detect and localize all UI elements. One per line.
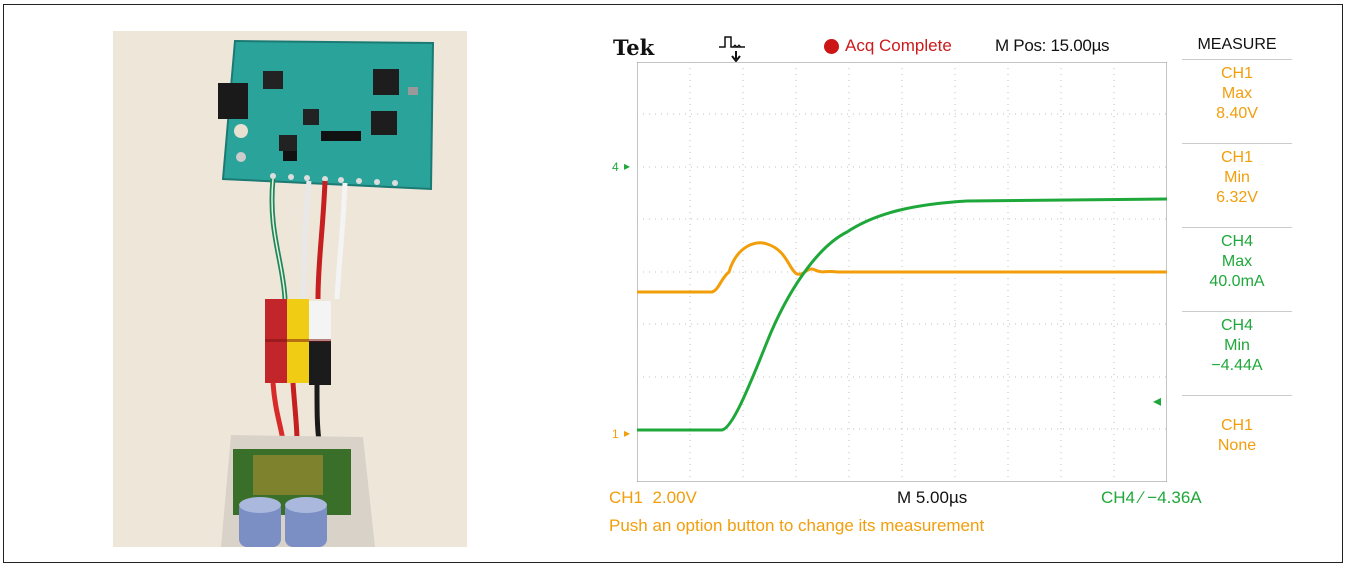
measure-panel-5[interactable]: CH1 None [1182,395,1292,475]
measure-5-channel: CH1 [1182,416,1292,436]
trigger-position-icon [717,33,755,63]
measure-4-channel: CH4 [1182,316,1292,336]
trigger-readout: CH4 ∕ −4.36A [1101,488,1202,508]
board-photo [113,31,467,547]
measure-1-value: 8.40V [1182,104,1292,124]
measure-4-value: −4.44A [1182,356,1292,376]
horizontal-position: M Pos: 15.00µs [995,36,1109,56]
ch4-marker-arrow-icon: ▸ [624,159,630,173]
waveform-display [637,62,1167,482]
measure-3-value: 40.0mA [1182,272,1292,292]
oscilloscope-screen: Tek Acq Complete M Pos: 15.00µs MEASURE … [607,31,1294,547]
ch1-scale-readout: CH1 2.00V [609,488,697,508]
trigger-level-marker-icon: ◂ [1153,391,1161,411]
brand-label: Tek [613,35,654,60]
measure-1-channel: CH1 [1182,64,1292,84]
acquisition-status-icon [824,39,839,54]
timebase-readout: M 5.00µs [897,488,967,508]
ch4-ground-marker: 4 [612,160,619,174]
measure-2-value: 6.32V [1182,188,1292,208]
measure-4-type: Min [1182,336,1292,356]
measure-2-type: Min [1182,168,1292,188]
measure-3-channel: CH4 [1182,232,1292,252]
status-message: Push an option button to change its meas… [609,516,984,536]
measure-menu-title: MEASURE [1182,36,1292,54]
acquisition-status: Acq Complete [845,36,952,56]
measure-panel-2[interactable]: CH1 Min 6.32V [1182,143,1292,223]
measure-panel-3[interactable]: CH4 Max 40.0mA [1182,227,1292,307]
measure-panel-4[interactable]: CH4 Min −4.44A [1182,311,1292,391]
ch1-ground-marker: 1 [612,427,619,441]
measure-5-type: None [1182,436,1292,456]
measure-2-channel: CH1 [1182,148,1292,168]
measure-1-type: Max [1182,84,1292,104]
measure-panel-1[interactable]: CH1 Max 8.40V [1182,59,1292,139]
ch1-marker-arrow-icon: ▸ [624,426,630,440]
measure-3-type: Max [1182,252,1292,272]
